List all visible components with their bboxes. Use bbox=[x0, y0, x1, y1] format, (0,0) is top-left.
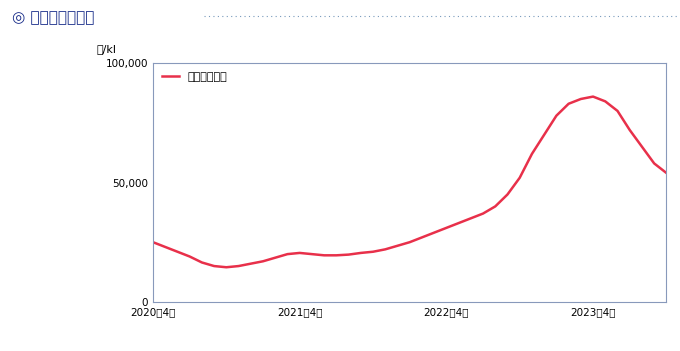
Text: 円/kl: 円/kl bbox=[97, 44, 116, 54]
Text: ◎ 燃料価格の推移: ◎ 燃料価格の推移 bbox=[12, 11, 95, 26]
Legend: 平均燃料価格: 平均燃料価格 bbox=[158, 69, 231, 86]
